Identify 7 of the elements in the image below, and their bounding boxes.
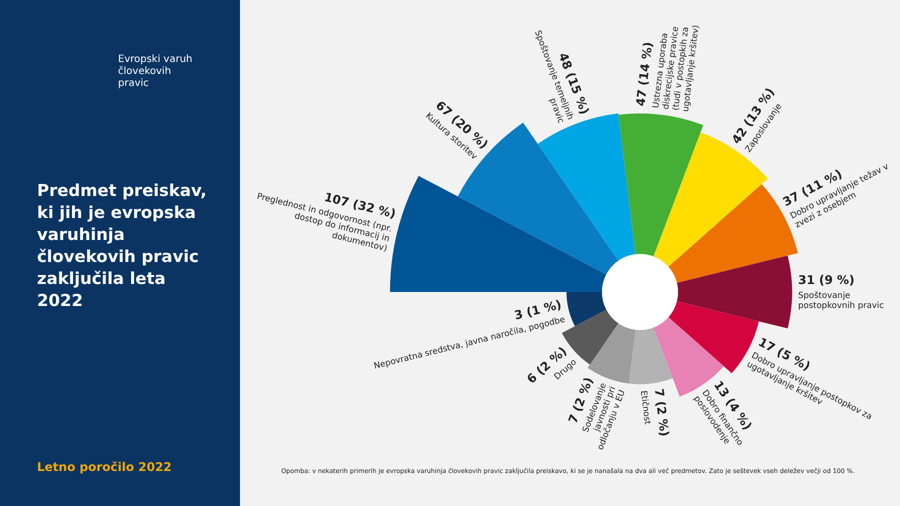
- text: Letno poročilo 2022: [37, 460, 172, 474]
- text: Evropski varuh človekovih pravic: [118, 54, 192, 89]
- category-label: Spoštovanje postopkovnih pravic: [798, 291, 884, 311]
- data-label: 7 (2 %): [652, 388, 672, 438]
- text: Predmet preiskav, ki jih je evropska varuhinja človekovih pravic zaključila leta 2022: [37, 181, 207, 310]
- data-label: 31 (9 %): [798, 273, 855, 287]
- category-label: Etičnost: [638, 390, 652, 426]
